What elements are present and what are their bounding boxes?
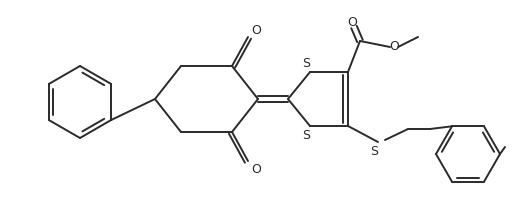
- Text: S: S: [302, 129, 310, 142]
- Text: O: O: [389, 39, 399, 52]
- Text: O: O: [251, 163, 261, 176]
- Text: O: O: [347, 16, 357, 29]
- Text: S: S: [302, 57, 310, 70]
- Text: S: S: [370, 145, 378, 158]
- Text: O: O: [251, 23, 261, 36]
